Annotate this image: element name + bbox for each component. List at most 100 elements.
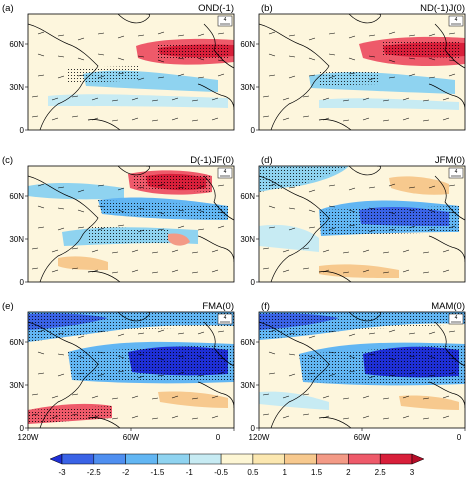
vector-reference-label: 4 [224,169,227,175]
y-tick-label: 0 [20,126,25,135]
anomaly-cool [259,224,319,252]
coastline-south-america [318,119,352,130]
y-tick-label: 60N [9,338,24,347]
colorbar-segment [348,453,381,465]
panel-title: D(-1)JF(0) [190,155,234,166]
coastline-africa [197,83,234,111]
wind-vectors [262,329,456,420]
colorbar-segment [157,453,190,465]
colorbar-label: 2.5 [375,468,387,477]
y-tick-label: 0 [20,278,25,287]
coastline-south-america [318,271,352,282]
y-tick-label: 0 [20,424,25,433]
vector-reference-box [217,313,233,325]
wind-vectors [31,329,225,420]
colorbar-label: -3 [58,468,66,477]
y-tick-label: 30N [240,235,255,244]
y-tick-label: 60N [9,192,24,201]
coastline-north-america [28,321,99,428]
coastline-europe [434,321,465,367]
anomaly-warm [158,391,228,408]
panel-title: JFM(0) [435,155,465,166]
colorbar-label: -1 [186,468,194,477]
vector-reference-box [448,313,464,325]
vector-reference-label: 4 [455,169,458,175]
panel-letter: (b) [261,3,273,14]
panel-d: 4 (d) JFM(0) 60N 30N 0 [240,155,466,287]
panel-e: 4 (e) FMA(0) 60N 30N 0 120W 60W 0 [2,301,235,442]
panel-frame [258,165,466,283]
panel-title: ND(-1)J(0) [420,3,465,14]
panel-c: 4 (c) D(-1)JF(0) 60N 30N 0 [2,155,235,287]
vector-reference-box [448,167,464,179]
vector-reference-label: 4 [455,17,458,23]
anomaly-cool [28,182,124,200]
panel-f: 4 (f) MAM(0) 60N 30N 0 120W 60W 0 [240,301,466,442]
colorbar: -3 -2.5 -2 -1.5 -1 -0.5 0.5 1 1.5 2 2.5 3 [49,453,425,477]
colorbar-segment [125,453,158,465]
panel-title: OND(-1) [198,3,234,14]
coastline-europe [434,175,465,221]
wind-vectors [262,31,456,122]
significance-dots [28,312,234,342]
y-tick-label: 30N [240,83,255,92]
colorbar-segment [61,453,95,465]
colorbar-segment [252,453,285,465]
anomaly-cool [259,391,329,410]
x-tick-label: 0 [216,433,221,442]
coastline-africa [428,235,465,263]
y-tick-label: 0 [251,424,256,433]
panel-letter: (c) [2,155,13,166]
vector-reference-box [217,15,233,27]
coastline-north-america [259,321,330,428]
panel-frame [27,13,235,131]
y-tick-label: 30N [9,235,24,244]
vector-reference-label: 4 [224,17,227,23]
panel-title: MAM(0) [431,301,465,312]
y-tick-label: 60N [240,40,255,49]
coastline-europe [434,23,465,69]
coastline-north-america [259,175,330,282]
significance-dots [88,226,168,244]
panel-letter: (a) [2,3,14,14]
significance-dots [299,344,465,384]
anomaly-cool [319,98,459,110]
x-tick-label: 0 [457,433,462,442]
panel-b: 4 (b) ND(-1)J(0) 60N 30N 0 [240,3,466,135]
vector-reference-box [448,15,464,27]
anomaly-warm [58,256,108,270]
colorbar-label: -1.5 [151,468,165,477]
coastline-south-america [87,271,121,282]
coastline-south-america [87,417,121,428]
significance-dots [319,206,459,236]
coastline-europe [203,23,234,69]
x-tick-label: 120W [18,433,39,442]
anomaly-warm [389,176,449,195]
panel-letter: (e) [2,301,14,312]
colorbar-segment [189,453,222,465]
panel-letter: (f) [261,301,270,312]
colorbar-label: 2 [346,468,351,477]
wind-vectors [262,183,456,274]
coastline-south-america [318,417,352,428]
x-tick-label: 60W [123,433,140,442]
vector-reference-label: 4 [455,315,458,321]
y-tick-label: 60N [9,40,24,49]
colorbar-segment [316,453,349,465]
coastline-north-america [28,23,99,130]
significance-dots [132,174,212,192]
coastline-north-america [28,175,99,282]
colorbar-segment [93,453,126,465]
colorbar-segment [379,453,413,465]
panel-frame [27,165,235,283]
significance-dots [68,344,234,382]
coastline-south-america [87,119,121,130]
colorbar-label: -2 [122,468,130,477]
wind-vectors [31,183,225,274]
coastline-north-america [259,23,330,130]
wind-vectors [31,31,225,122]
vector-reference-label: 4 [224,315,227,321]
x-tick-label: 120W [249,433,270,442]
y-tick-label: 30N [9,381,24,390]
